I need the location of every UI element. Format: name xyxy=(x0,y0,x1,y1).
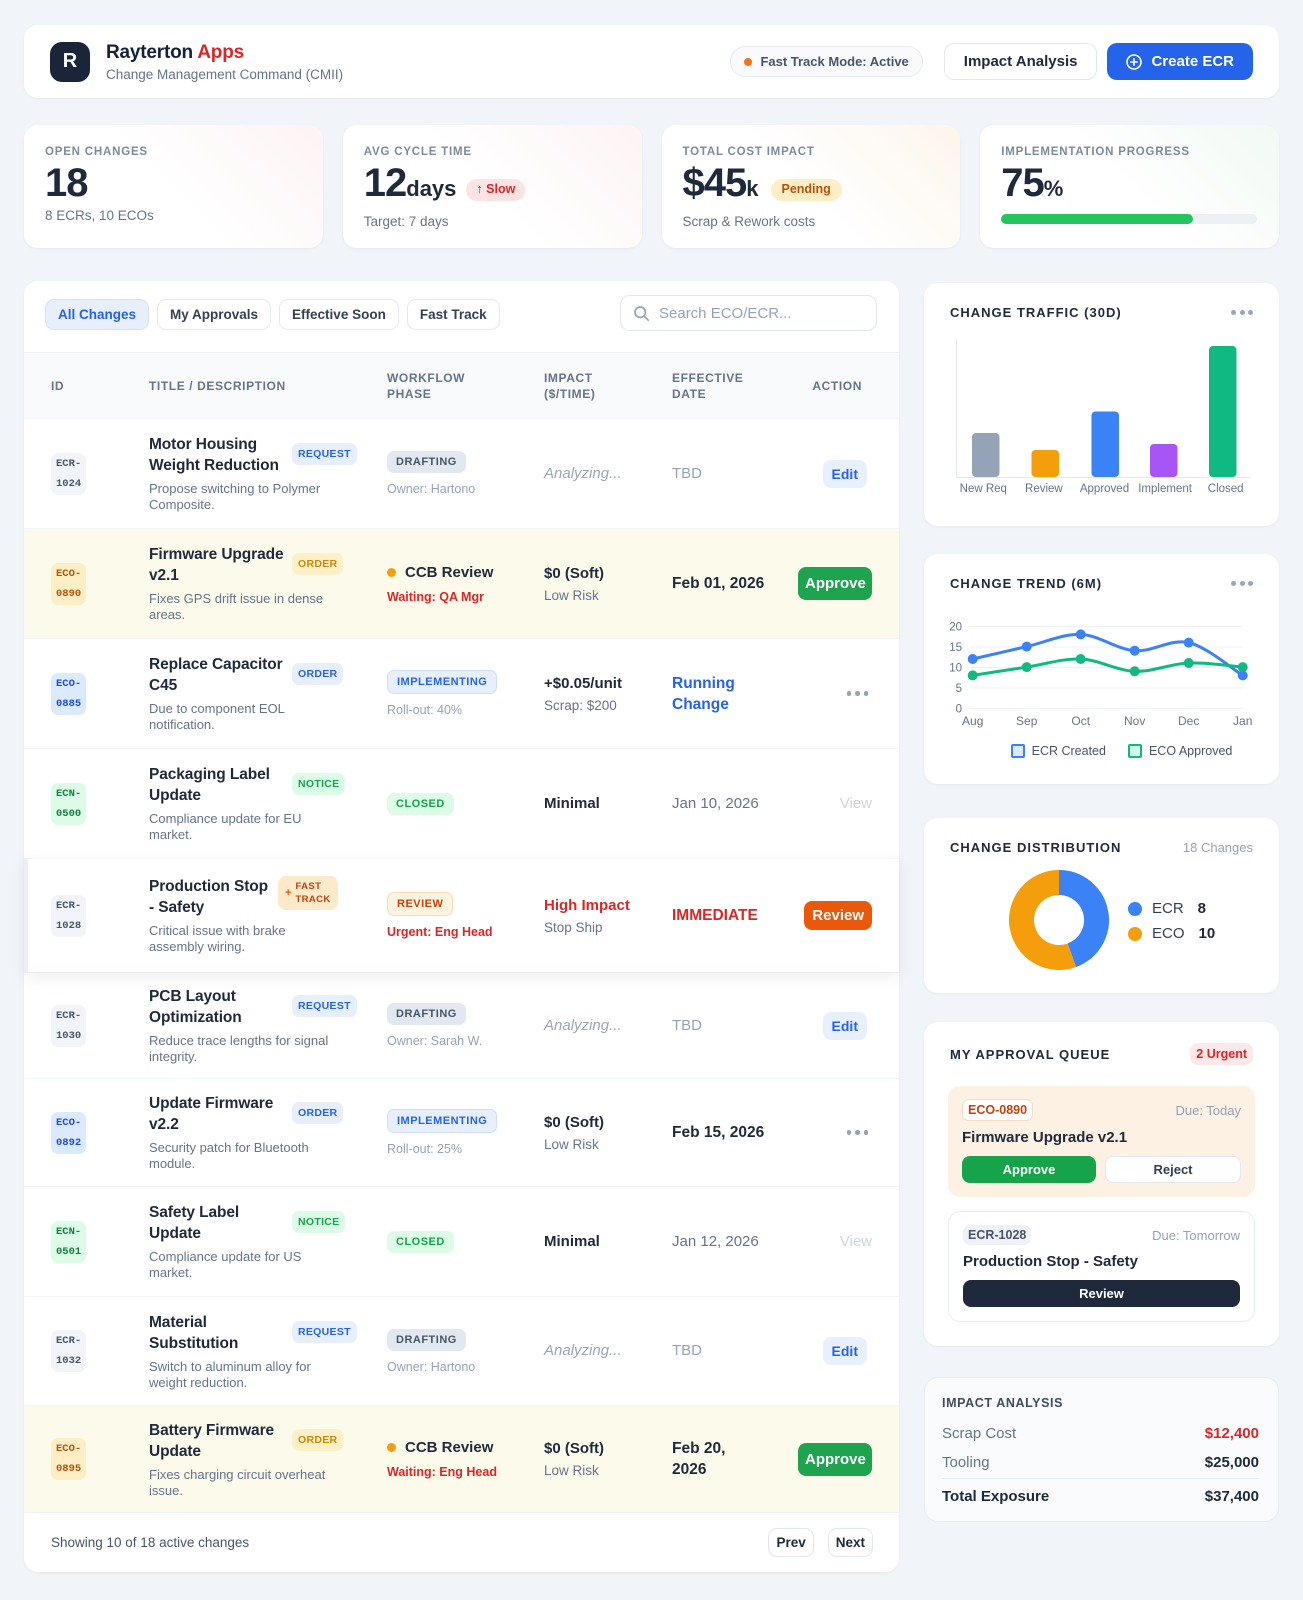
svg-text:10: 10 xyxy=(949,663,962,675)
svg-text:Aug: Aug xyxy=(962,714,983,728)
svg-text:5: 5 xyxy=(956,683,962,695)
svg-text:Nov: Nov xyxy=(1124,714,1145,728)
svg-text:0: 0 xyxy=(956,704,962,716)
svg-text:Oct: Oct xyxy=(1071,714,1090,728)
svg-text:Sep: Sep xyxy=(1016,714,1038,728)
svg-text:20: 20 xyxy=(949,622,962,634)
svg-text:Dec: Dec xyxy=(1178,714,1199,728)
svg-text:15: 15 xyxy=(949,642,962,654)
svg-text:Jan: Jan xyxy=(1233,714,1252,728)
